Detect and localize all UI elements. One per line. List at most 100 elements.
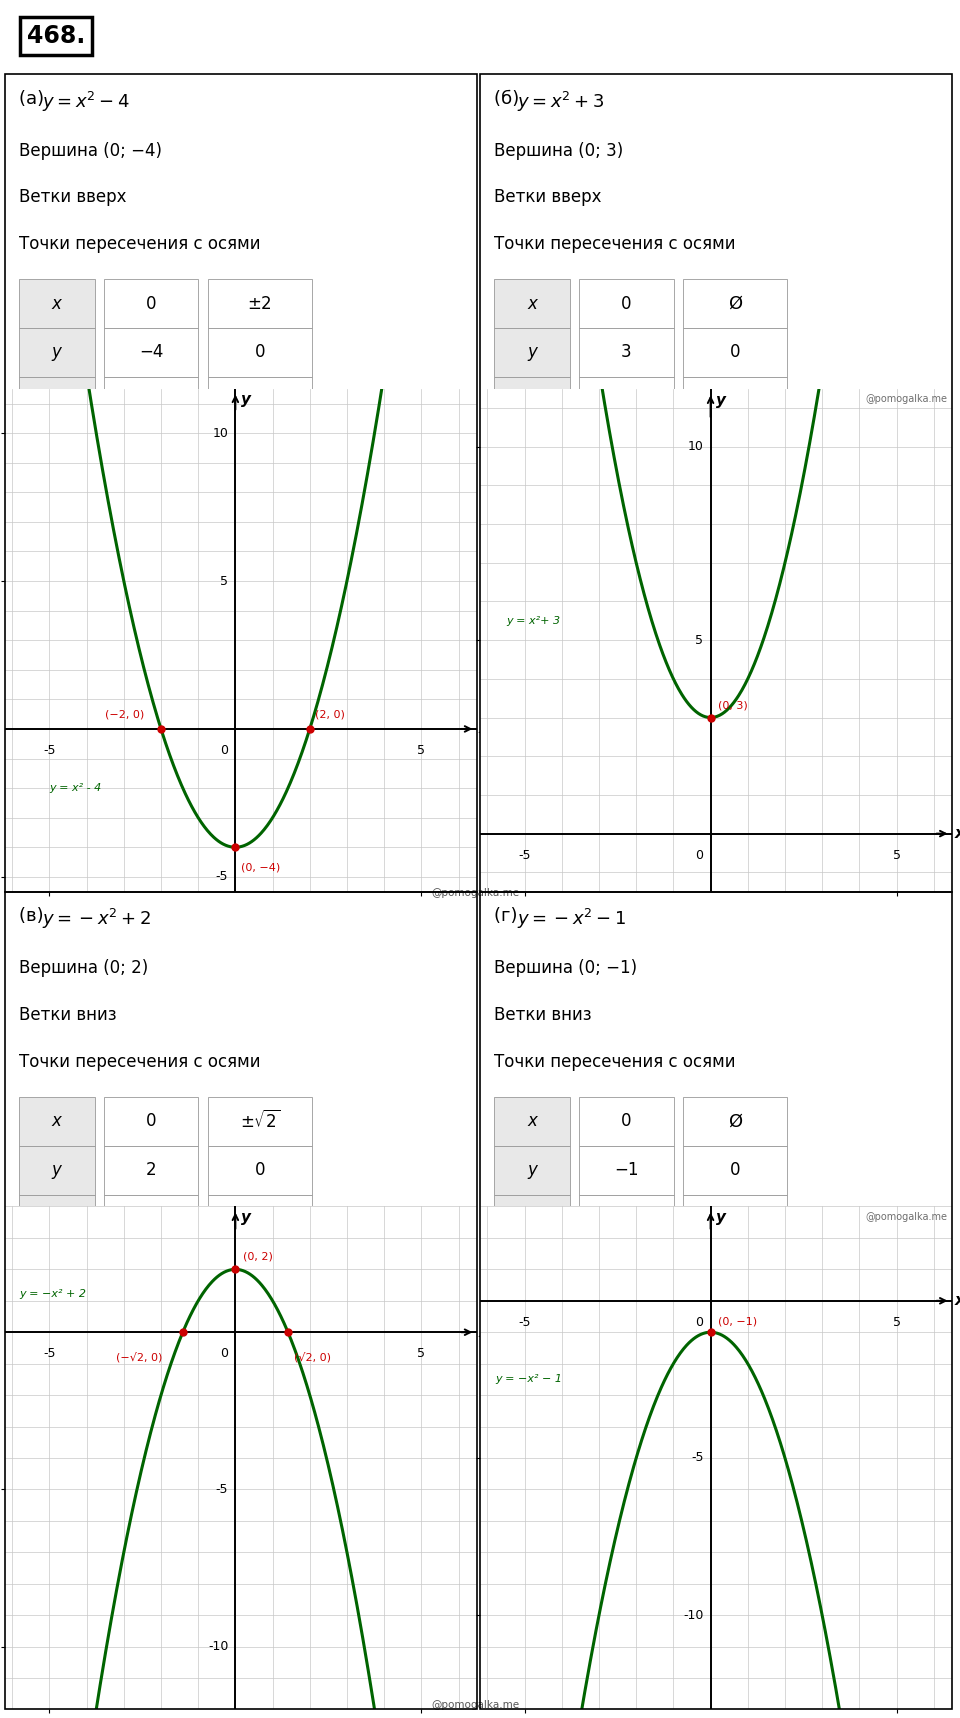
Text: $\pm\sqrt{2}$: $\pm\sqrt{2}$ <box>240 1110 280 1132</box>
Text: Oy: Oy <box>615 1209 637 1228</box>
FancyBboxPatch shape <box>684 280 787 328</box>
FancyBboxPatch shape <box>19 376 94 426</box>
Text: 5: 5 <box>893 849 900 862</box>
Text: $y = -x^2 + 2$: $y = -x^2 + 2$ <box>41 907 151 931</box>
FancyBboxPatch shape <box>579 376 674 426</box>
Text: Ox: Ox <box>249 392 272 411</box>
Text: @pomogalka.me: @pomogalka.me <box>431 1701 519 1709</box>
Text: 5: 5 <box>418 1347 425 1361</box>
Text: @pomogalka.me: @pomogalka.me <box>431 888 519 897</box>
Text: ось: ось <box>42 1209 71 1228</box>
FancyBboxPatch shape <box>684 1098 787 1146</box>
Text: @pomogalka.me: @pomogalka.me <box>866 1211 948 1221</box>
Text: y: y <box>716 393 726 407</box>
Text: 5: 5 <box>893 1316 900 1328</box>
Text: 5: 5 <box>695 634 704 646</box>
Text: (0, 3): (0, 3) <box>718 701 748 711</box>
Text: 0: 0 <box>146 1112 156 1130</box>
Text: -5: -5 <box>691 1452 704 1464</box>
Text: y: y <box>52 344 61 361</box>
FancyBboxPatch shape <box>494 1098 569 1146</box>
Text: -5: -5 <box>43 1347 56 1361</box>
Text: Ox: Ox <box>724 392 747 411</box>
Text: y = −x² + 2: y = −x² + 2 <box>19 1290 86 1299</box>
Text: 468.: 468. <box>27 24 85 48</box>
Text: x: x <box>527 1112 537 1130</box>
Text: 5: 5 <box>220 574 228 588</box>
Text: -5: -5 <box>518 849 531 862</box>
FancyBboxPatch shape <box>19 280 94 328</box>
Text: 5: 5 <box>418 744 425 758</box>
FancyBboxPatch shape <box>684 1194 787 1244</box>
Text: y = −x² − 1: y = −x² − 1 <box>494 1374 562 1385</box>
Text: y: y <box>527 344 537 361</box>
Text: y: y <box>52 1161 61 1179</box>
Text: Ветки вверх: Ветки вверх <box>494 189 602 206</box>
Text: 10: 10 <box>687 440 704 454</box>
Text: x: x <box>479 722 489 737</box>
Text: x: x <box>479 1325 489 1340</box>
Text: (−2, 0): (−2, 0) <box>106 710 144 720</box>
Text: 0: 0 <box>254 344 265 361</box>
Text: Oy: Oy <box>140 1209 162 1228</box>
Text: -5: -5 <box>216 1483 228 1496</box>
Text: $y = -x^2 - 1$: $y = -x^2 - 1$ <box>516 907 626 931</box>
Text: Вершина (0; 2): Вершина (0; 2) <box>19 959 148 978</box>
Text: 0: 0 <box>695 849 704 862</box>
Text: @pomogalka.me: @pomogalka.me <box>866 393 948 404</box>
FancyBboxPatch shape <box>19 1146 94 1194</box>
Text: ось: ось <box>517 392 546 411</box>
Text: -5: -5 <box>518 1316 531 1328</box>
FancyBboxPatch shape <box>19 1098 94 1146</box>
FancyBboxPatch shape <box>208 280 312 328</box>
FancyBboxPatch shape <box>104 1194 199 1244</box>
FancyBboxPatch shape <box>494 1194 569 1244</box>
Text: x: x <box>954 1294 960 1309</box>
FancyBboxPatch shape <box>494 280 569 328</box>
FancyBboxPatch shape <box>104 1146 199 1194</box>
Text: (0, −1): (0, −1) <box>718 1316 757 1326</box>
Text: -10: -10 <box>208 1641 228 1653</box>
Text: (0, 2): (0, 2) <box>243 1252 273 1261</box>
Text: Ветки вверх: Ветки вверх <box>19 189 127 206</box>
Text: x: x <box>52 1112 61 1130</box>
Text: Ø: Ø <box>728 294 742 313</box>
FancyBboxPatch shape <box>104 1098 199 1146</box>
FancyBboxPatch shape <box>684 328 787 376</box>
FancyBboxPatch shape <box>579 280 674 328</box>
Text: Точки пересечения с осями: Точки пересечения с осями <box>494 235 735 253</box>
Text: 10: 10 <box>212 426 228 440</box>
Text: 0: 0 <box>621 1112 632 1130</box>
Text: ось: ось <box>42 392 71 411</box>
Text: 0: 0 <box>146 294 156 313</box>
FancyBboxPatch shape <box>104 328 199 376</box>
Text: x: x <box>527 294 537 313</box>
Text: -5: -5 <box>216 871 228 883</box>
Text: (0, −4): (0, −4) <box>241 862 280 873</box>
FancyBboxPatch shape <box>494 376 569 426</box>
Text: y = x²+ 3: y = x²+ 3 <box>506 615 560 625</box>
Text: Вершина (0; −4): Вершина (0; −4) <box>19 141 162 160</box>
Text: −1: −1 <box>614 1161 638 1179</box>
Text: 0: 0 <box>695 1316 704 1328</box>
Text: 2: 2 <box>146 1161 156 1179</box>
Text: -5: -5 <box>43 744 56 758</box>
Text: $y = x^2 - 4$: $y = x^2 - 4$ <box>41 89 130 113</box>
Text: 0: 0 <box>621 294 632 313</box>
Text: (2, 0): (2, 0) <box>315 710 346 720</box>
Text: 0: 0 <box>220 744 228 758</box>
FancyBboxPatch shape <box>208 1098 312 1146</box>
Text: Ø: Ø <box>728 1112 742 1130</box>
Text: (√2, 0): (√2, 0) <box>294 1352 330 1362</box>
Text: (−√2, 0): (−√2, 0) <box>116 1352 162 1362</box>
Text: (г): (г) <box>494 907 523 926</box>
FancyBboxPatch shape <box>579 1146 674 1194</box>
Text: Ветки вниз: Ветки вниз <box>19 1007 116 1024</box>
Text: Точки пересечения с осями: Точки пересечения с осями <box>19 235 260 253</box>
Text: x: x <box>52 294 61 313</box>
Text: $y = x^2 + 3$: $y = x^2 + 3$ <box>516 89 604 113</box>
Text: (б): (б) <box>494 89 525 108</box>
Text: (в): (в) <box>19 907 49 926</box>
Text: $\pm 2$: $\pm 2$ <box>248 294 273 313</box>
FancyBboxPatch shape <box>208 328 312 376</box>
